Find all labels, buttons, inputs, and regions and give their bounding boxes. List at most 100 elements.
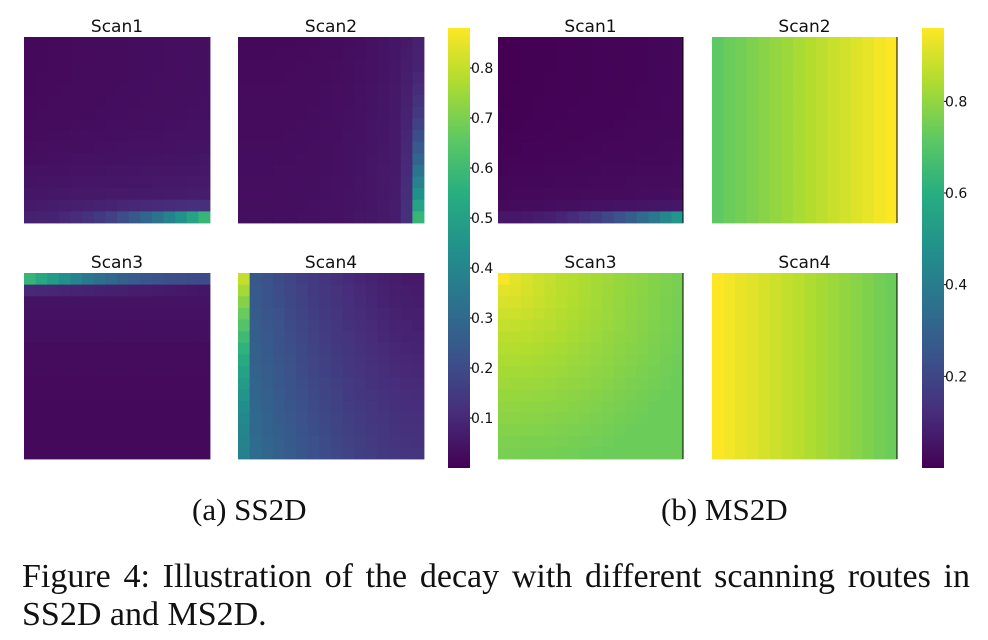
heatmap-cell: [885, 284, 898, 297]
heatmap-cell: [781, 71, 794, 84]
heatmap-cell: [839, 106, 852, 119]
heatmap-panel-scan1: [24, 37, 211, 224]
heatmap-cell: [331, 83, 344, 96]
heatmap-cell: [400, 60, 413, 73]
colorbar-tick-label: 0.1: [471, 411, 493, 427]
heatmap-cell: [659, 71, 672, 84]
heatmap-cell: [873, 273, 886, 286]
heatmap-cell: [412, 95, 425, 108]
heatmap-cell: [758, 389, 771, 402]
heatmap-cell: [93, 176, 106, 189]
heatmap-cell: [792, 48, 805, 61]
heatmap-cell: [35, 60, 48, 73]
heatmap-cell: [602, 366, 615, 379]
heatmap-cell: [284, 412, 297, 425]
heatmap-cell: [198, 37, 211, 50]
heatmap-cell: [544, 118, 557, 131]
heatmap-cell: [151, 284, 164, 297]
heatmap-cell: [296, 307, 309, 320]
heatmap-cell: [625, 366, 638, 379]
heatmap-cell: [781, 164, 794, 177]
heatmap-cell: [613, 71, 626, 84]
heatmap-cell: [590, 48, 603, 61]
heatmap-cell: [532, 342, 545, 355]
heatmap-cell: [862, 153, 875, 166]
heatmap-cell: [163, 424, 176, 437]
heatmap-cell: [873, 435, 886, 448]
heatmap-cell: [544, 106, 557, 119]
heatmap-cell: [746, 319, 759, 332]
heatmap-cell: [82, 106, 95, 119]
heatmap-cell: [261, 273, 274, 286]
heatmap-cell: [249, 296, 262, 309]
heatmap-cell: [238, 37, 251, 50]
heatmap-cell: [198, 366, 211, 379]
heatmap-cell: [648, 71, 661, 84]
heatmap-cell: [284, 188, 297, 201]
heatmap-cell: [198, 164, 211, 177]
heatmap-cell: [24, 447, 37, 460]
heatmap-cell: [839, 307, 852, 320]
heatmap-cell: [862, 389, 875, 402]
heatmap-cell: [648, 331, 661, 344]
heatmap-cell: [636, 424, 649, 437]
heatmap-cell: [804, 331, 817, 344]
heatmap-cell: [82, 118, 95, 131]
heatmap-cell: [82, 211, 95, 224]
heatmap-cell: [117, 354, 130, 367]
heatmap-cell: [105, 188, 118, 201]
heatmap-cell: [735, 400, 748, 413]
heatmap-cell: [331, 331, 344, 344]
heatmap-cell: [319, 141, 332, 154]
heatmap-cell: [82, 164, 95, 177]
heatmap-cell: [82, 60, 95, 73]
heatmap-cell: [804, 296, 817, 309]
heatmap-cell: [198, 118, 211, 131]
heatmap-cell: [746, 199, 759, 212]
heatmap-cell: [659, 211, 672, 224]
heatmap-cell: [163, 211, 176, 224]
heatmap-cell: [578, 412, 591, 425]
heatmap-cell: [498, 37, 510, 50]
heatmap-cell: [590, 60, 603, 73]
heatmap-cell: [578, 130, 591, 143]
heatmap-cell: [625, 211, 638, 224]
heatmap-cell: [839, 435, 852, 448]
heatmap-cell: [625, 273, 638, 286]
heatmap-cell: [47, 447, 60, 460]
heatmap-cell: [839, 296, 852, 309]
heatmap-cell: [319, 342, 332, 355]
heatmap-cell: [792, 141, 805, 154]
heatmap-cell: [284, 319, 297, 332]
heatmap-cell: [873, 447, 886, 460]
heatmap-cell: [249, 141, 262, 154]
heatmap-cell: [781, 435, 794, 448]
heatmap-cell: [521, 307, 534, 320]
heatmap-cell: [354, 211, 367, 224]
heatmap-cell: [105, 60, 118, 73]
heatmap-cell: [307, 342, 320, 355]
heatmap-cell: [532, 389, 545, 402]
heatmap-cell: [862, 366, 875, 379]
heatmap-cell: [70, 37, 83, 50]
heatmap-cell: [261, 60, 274, 73]
heatmap-cell: [389, 95, 402, 108]
heatmap-cell: [862, 400, 875, 413]
heatmap-cell: [24, 400, 37, 413]
heatmap-cell: [354, 284, 367, 297]
heatmap-cell: [544, 141, 557, 154]
heatmap-cell: [723, 366, 736, 379]
heatmap-cell: [816, 273, 829, 286]
heatmap-cell: [389, 141, 402, 154]
heatmap-cell: [354, 424, 367, 437]
heatmap-cell: [272, 199, 285, 212]
heatmap-panel-scan4: [238, 273, 425, 460]
heatmap-cell: [296, 424, 309, 437]
heatmap-cell: [578, 153, 591, 166]
heatmap-cell: [827, 424, 840, 437]
heatmap-cell: [544, 95, 557, 108]
heatmap-cell: [746, 389, 759, 402]
heatmap-cell: [885, 71, 898, 84]
heatmap-cell: [296, 141, 309, 154]
heatmap-cell: [781, 130, 794, 143]
